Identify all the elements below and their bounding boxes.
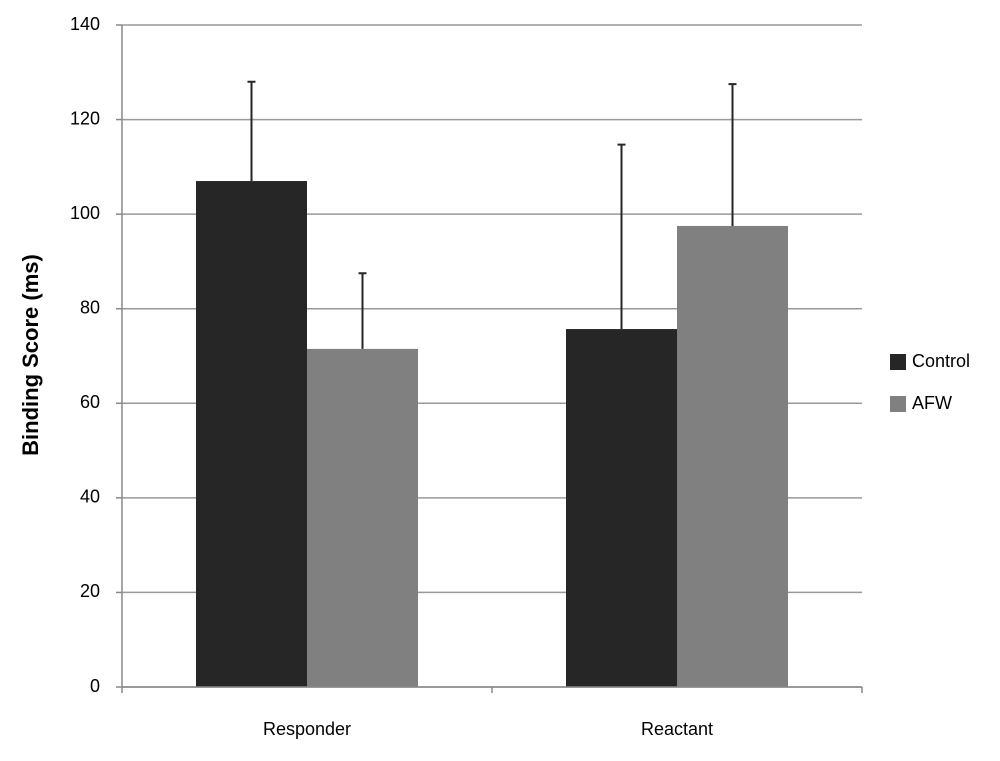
legend-label: AFW	[912, 393, 952, 413]
y-tick-label: 60	[80, 392, 100, 412]
error-bar	[358, 272, 367, 349]
y-tick-label: 100	[70, 203, 100, 223]
legend-label: Control	[912, 351, 970, 371]
bar	[307, 348, 418, 687]
y-axis-label: Binding Score (ms)	[18, 254, 43, 456]
y-tick-label: 0	[90, 676, 100, 696]
error-bar	[617, 143, 626, 330]
y-tick-label: 140	[70, 14, 100, 34]
y-tick-label: 40	[80, 487, 100, 507]
error-bar	[728, 83, 737, 226]
x-tick-label: Reactant	[641, 719, 713, 739]
legend-swatch	[890, 396, 906, 412]
bar	[196, 181, 307, 688]
y-tick-label: 120	[70, 108, 100, 128]
bar	[566, 329, 677, 687]
x-tick-label: Responder	[263, 719, 351, 739]
error-bar	[247, 80, 256, 182]
y-tick-label: 20	[80, 581, 100, 601]
y-tick-label: 80	[80, 297, 100, 317]
legend-swatch	[890, 354, 906, 370]
bar	[677, 225, 788, 687]
